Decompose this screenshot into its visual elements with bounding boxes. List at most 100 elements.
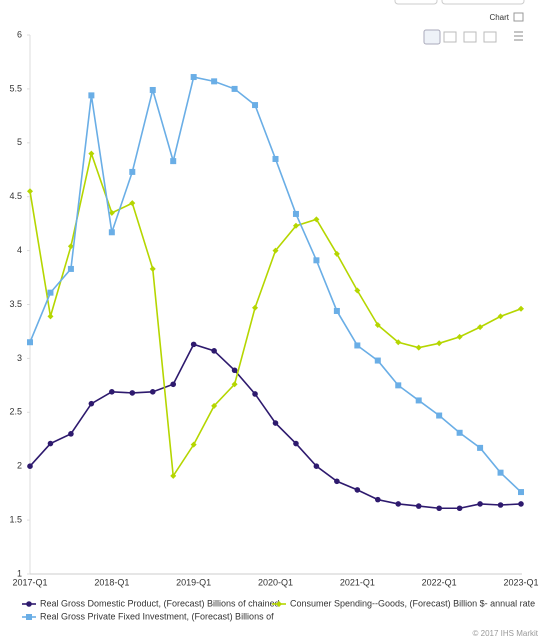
y-tick-label: 4.5 [9, 191, 22, 201]
point [170, 472, 177, 479]
point [47, 440, 54, 447]
point [477, 324, 484, 331]
footer: © 2017 IHS Markit [473, 629, 539, 638]
point [88, 150, 95, 157]
point [190, 74, 197, 81]
point [88, 92, 95, 99]
point [190, 441, 197, 448]
point [211, 348, 217, 354]
point [149, 86, 156, 93]
point [354, 487, 361, 493]
point [477, 501, 483, 507]
point [354, 342, 361, 349]
point [47, 313, 54, 320]
point [293, 440, 299, 447]
point [313, 216, 320, 223]
point [272, 155, 279, 162]
point [497, 502, 504, 508]
chart-type-button[interactable] [463, 31, 477, 43]
point [67, 265, 74, 272]
toolbar-icon[interactable] [513, 12, 524, 22]
point [415, 503, 422, 509]
point [333, 250, 340, 257]
legend-label[interactable]: Real Gross Domestic Product, (Forecast) … [40, 598, 280, 608]
point [374, 496, 381, 503]
toolbar-label: Chart [489, 13, 509, 22]
y-tick-label: 2.5 [9, 407, 22, 417]
point [272, 420, 279, 426]
point [456, 505, 463, 512]
series-line [29, 150, 522, 479]
y-tick-label: 3 [17, 353, 22, 363]
point [27, 463, 33, 470]
point [333, 307, 340, 314]
point [395, 382, 402, 389]
point [67, 243, 74, 250]
chart-type-button[interactable] [483, 31, 497, 43]
series-line [29, 343, 522, 510]
point [477, 444, 484, 451]
point [47, 289, 54, 296]
top-button[interactable] [441, 0, 525, 5]
point [68, 431, 74, 437]
series-line [29, 76, 522, 493]
chart-type-button[interactable] [423, 29, 441, 45]
x-tick-label: 2023-Q1 [503, 577, 538, 587]
point [292, 222, 299, 229]
point [27, 339, 33, 346]
x-tick-label: 2022-Q1 [422, 577, 457, 587]
x-tick-label: 2019-Q1 [176, 577, 211, 587]
point [497, 313, 504, 320]
point [109, 389, 115, 395]
point [436, 505, 442, 512]
y-tick-label: 5.5 [9, 83, 22, 93]
point [272, 247, 279, 254]
point [88, 400, 95, 407]
point [334, 478, 340, 485]
point [518, 501, 524, 507]
legend-label[interactable]: Consumer Spending--Goods, (Forecast) Bil… [290, 598, 535, 608]
point [149, 265, 156, 272]
point [292, 210, 299, 217]
point [190, 341, 197, 348]
x-tick-label: 2017-Q1 [12, 577, 47, 587]
legend-marker [26, 601, 32, 607]
point [211, 78, 218, 85]
x-tick-label: 2018-Q1 [94, 577, 129, 587]
point [313, 463, 320, 470]
y-tick-label: 5 [17, 137, 22, 147]
point [354, 287, 361, 294]
point [395, 501, 402, 507]
point [436, 412, 443, 419]
legend-marker [26, 614, 32, 620]
point [518, 489, 524, 496]
point [129, 390, 136, 396]
point [231, 85, 238, 92]
legend-marker [276, 601, 282, 607]
point [313, 257, 320, 264]
point [252, 102, 259, 109]
point [231, 367, 238, 374]
y-tick-label: 1 [17, 568, 22, 578]
point [395, 339, 402, 346]
point [374, 357, 381, 364]
point [456, 333, 463, 340]
x-tick-label: 2021-Q1 [340, 577, 375, 587]
point [108, 209, 115, 216]
y-tick-label: 6 [17, 29, 22, 39]
chart-type-button[interactable] [443, 31, 457, 43]
point [108, 229, 115, 236]
menu-icon[interactable] [514, 31, 523, 41]
point [456, 429, 463, 436]
point [415, 344, 422, 351]
point [129, 168, 136, 175]
top-button[interactable] [394, 0, 438, 5]
point [129, 200, 136, 207]
x-tick-label: 2020-Q1 [258, 577, 293, 587]
legend-label[interactable]: Real Gross Private Fixed Investment, (Fo… [40, 611, 274, 621]
point [436, 340, 443, 347]
point [231, 381, 238, 388]
point [170, 381, 177, 388]
y-tick-label: 4 [17, 245, 22, 255]
